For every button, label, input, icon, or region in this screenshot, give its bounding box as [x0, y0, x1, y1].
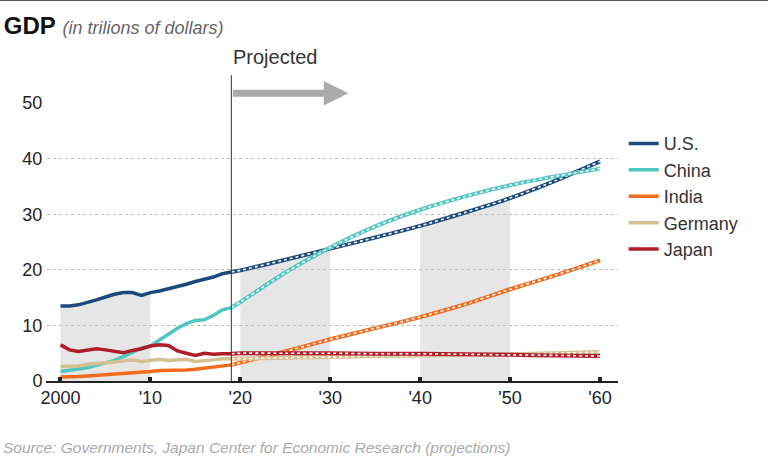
- svg-text:'20: '20: [229, 388, 252, 408]
- svg-text:U.S.: U.S.: [664, 134, 699, 154]
- svg-text:Source: Governments, Japan Cen: Source: Governments, Japan Center for Ec…: [3, 439, 510, 456]
- svg-text:2000: 2000: [40, 388, 80, 408]
- svg-text:40: 40: [22, 149, 42, 169]
- svg-text:Projected: Projected: [233, 46, 318, 68]
- svg-text:30: 30: [22, 205, 42, 225]
- svg-text:10: 10: [22, 316, 42, 336]
- svg-text:'50: '50: [498, 388, 521, 408]
- svg-text:20: 20: [22, 260, 42, 280]
- svg-text:China: China: [664, 161, 712, 181]
- svg-text:50: 50: [22, 93, 42, 113]
- svg-text:India: India: [664, 187, 704, 207]
- svg-text:'30: '30: [319, 388, 342, 408]
- svg-text:Japan: Japan: [664, 240, 713, 260]
- svg-text:'40: '40: [408, 388, 431, 408]
- svg-text:0: 0: [32, 371, 42, 391]
- svg-text:Germany: Germany: [664, 214, 738, 234]
- svg-text:'60: '60: [588, 388, 611, 408]
- svg-text:'10: '10: [139, 388, 162, 408]
- svg-text:GDP (in trilions of dollars): GDP (in trilions of dollars): [4, 12, 224, 39]
